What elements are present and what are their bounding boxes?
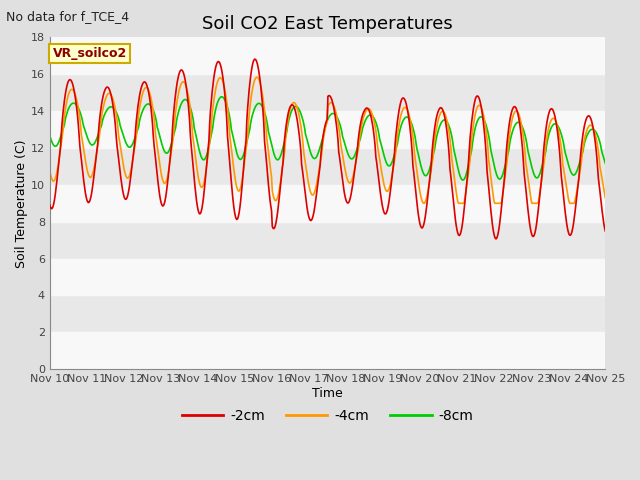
Title: Soil CO2 East Temperatures: Soil CO2 East Temperatures: [202, 15, 453, 33]
X-axis label: Time: Time: [312, 387, 343, 400]
Bar: [50, 332, 605, 369]
Text: VR_soilco2: VR_soilco2: [52, 48, 127, 60]
Legend: -2cm, -4cm, -8cm: -2cm, -4cm, -8cm: [176, 404, 479, 429]
Bar: [50, 185, 605, 222]
Bar: [50, 259, 605, 296]
Bar: [50, 37, 605, 74]
Y-axis label: Soil Temperature (C): Soil Temperature (C): [15, 139, 28, 267]
Bar: [50, 111, 605, 148]
Text: No data for f_TCE_4: No data for f_TCE_4: [6, 10, 129, 23]
